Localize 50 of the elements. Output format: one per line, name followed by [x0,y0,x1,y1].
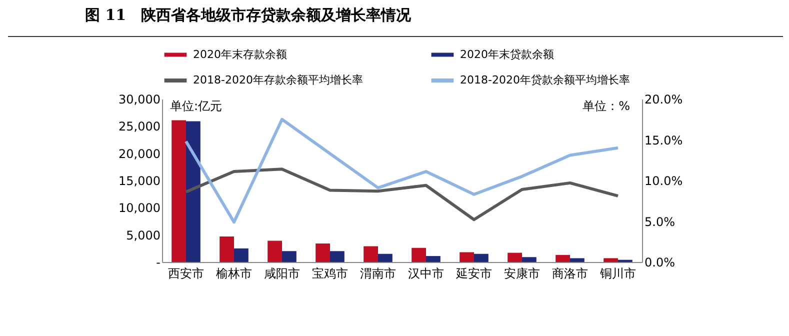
x-tick-label: 铜川市 [599,266,636,280]
x-tick-label: 渭南市 [360,266,396,280]
x-tick-label: 咸阳市 [264,266,300,280]
bar [172,120,186,262]
y-tick-label: 25,000 [118,120,160,134]
x-tick-label: 汉中市 [408,266,444,280]
y-tick-label: 5,000 [126,228,160,242]
y-tick-label: 30,000 [118,92,160,106]
bar [604,258,618,262]
bar [268,240,282,262]
bar [316,244,330,262]
bar [474,254,488,262]
legend-label: 2018-2020年贷款余额平均增长率 [460,74,630,86]
y2-tick-label: 5.0% [644,214,675,229]
y-tick-label: 15,000 [118,174,160,188]
legend-label: 2020年末存款余额 [193,48,287,61]
y-tick-label: 20,000 [118,146,160,161]
bar [364,246,378,262]
x-tick-label: 榆林市 [216,266,252,280]
chart-title: 图 11 陕西省各地级市存贷款余额及增长率情况 [85,6,412,24]
annotation: 单位：% [582,99,630,113]
x-tick-label: 西安市 [168,266,204,280]
bar [570,258,584,262]
x-tick-label: 延安市 [455,266,492,280]
bar [282,251,296,262]
bar [378,254,392,262]
bar [460,252,474,262]
y-tick-label: 10,000 [118,201,160,216]
x-tick-label: 安康市 [504,266,540,280]
bar [508,252,522,262]
y-tick-label: - [156,256,160,270]
annotation: 单位:亿元 [170,99,222,113]
legend-label: 2020年末贷款余额 [460,48,554,61]
bar [426,256,440,262]
bar [556,254,570,262]
bar [412,248,426,262]
x-tick-label: 宝鸡市 [312,266,348,280]
bar [234,248,248,262]
bar [330,251,344,262]
x-tick-label: 商洛市 [552,266,588,280]
line-series [184,118,620,224]
y2-tick-label: 10.0% [644,174,683,188]
legend-label: 2018-2020年存款余额平均增长率 [193,74,363,86]
y2-tick-label: 15.0% [644,133,683,148]
bar [522,257,536,262]
y2-tick-label: 0.0% [644,256,675,270]
y2-tick-label: 20.0% [644,92,683,106]
bar [220,236,234,262]
bar [186,121,200,262]
line-series [184,168,620,222]
